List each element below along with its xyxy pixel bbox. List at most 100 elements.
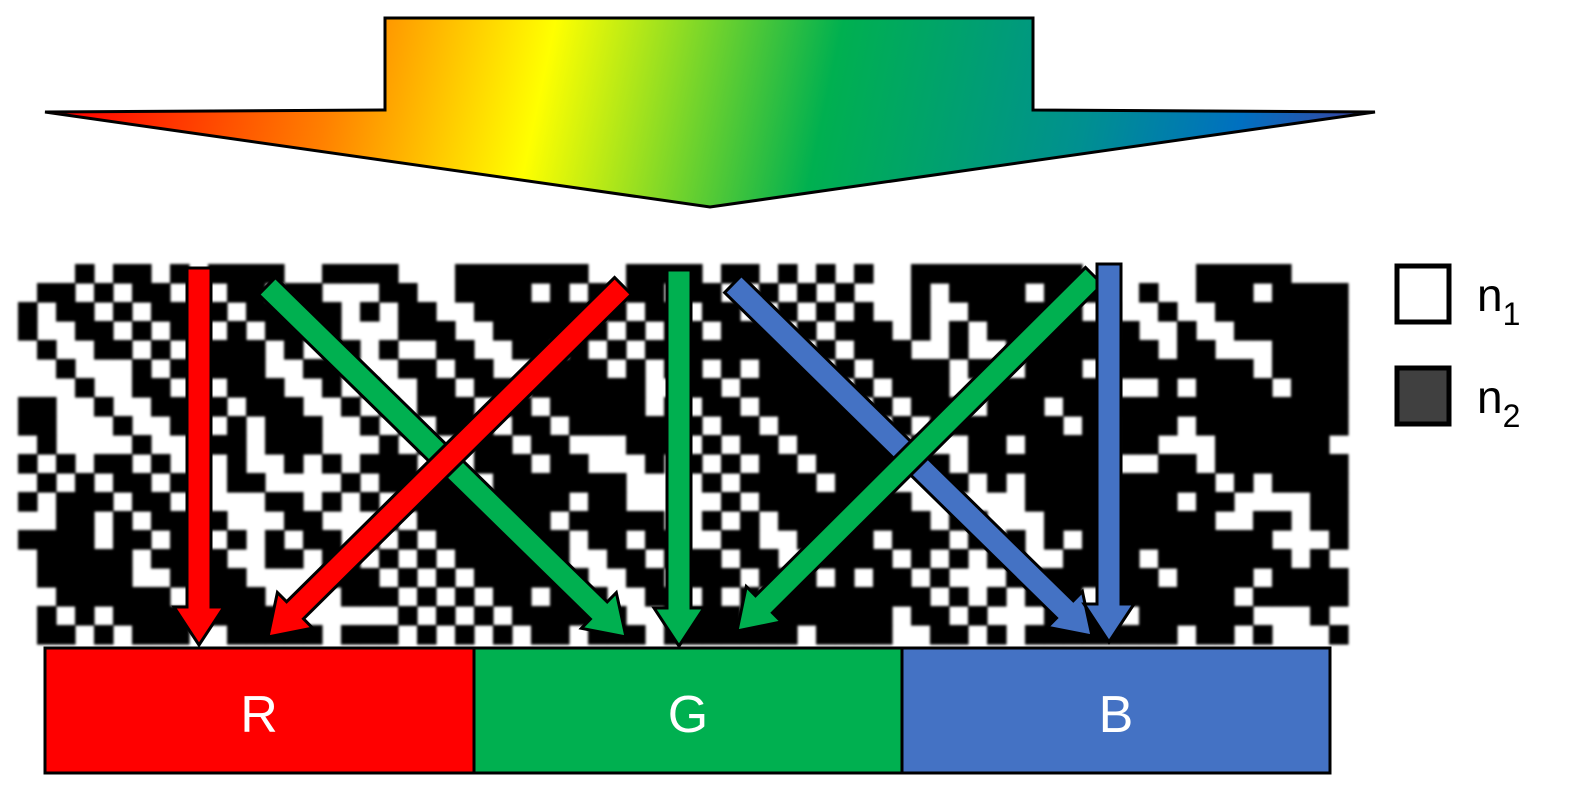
pattern-cell bbox=[37, 530, 57, 550]
pattern-cell bbox=[1044, 340, 1064, 360]
pattern-cell bbox=[1215, 492, 1235, 512]
pattern-cell bbox=[151, 625, 171, 645]
pattern-cell bbox=[151, 378, 171, 398]
pattern-cell bbox=[75, 530, 95, 550]
legend-label-n1: n1 bbox=[1477, 269, 1520, 332]
pattern-cell bbox=[56, 302, 76, 322]
pattern-cell bbox=[1120, 473, 1140, 493]
pattern-cell bbox=[512, 416, 532, 436]
pattern-cell bbox=[835, 568, 855, 588]
pattern-cell bbox=[341, 473, 361, 493]
pattern-cell bbox=[1272, 416, 1292, 436]
pattern-cell bbox=[1310, 416, 1330, 436]
pattern-cell bbox=[1291, 416, 1311, 436]
pattern-cell bbox=[873, 568, 893, 588]
pattern-cell bbox=[569, 359, 589, 379]
pattern-cell bbox=[1196, 340, 1216, 360]
pattern-cell bbox=[1291, 454, 1311, 474]
pattern-cell bbox=[246, 340, 266, 360]
pattern-cell bbox=[37, 549, 57, 569]
pattern-cell bbox=[284, 340, 304, 360]
pattern-cell bbox=[75, 511, 95, 531]
pattern-cell bbox=[645, 416, 665, 436]
pattern-cell bbox=[911, 606, 931, 626]
pattern-cell bbox=[493, 302, 513, 322]
pattern-cell bbox=[75, 549, 95, 569]
pattern-cell bbox=[455, 549, 475, 569]
pattern-cell bbox=[1120, 568, 1140, 588]
pattern-cell bbox=[797, 435, 817, 455]
pattern-cell bbox=[626, 511, 646, 531]
pattern-cell bbox=[227, 473, 247, 493]
pattern-cell bbox=[702, 397, 722, 417]
pattern-cell bbox=[987, 302, 1007, 322]
pattern-cell bbox=[569, 397, 589, 417]
pattern-cell bbox=[1196, 397, 1216, 417]
pattern-cell bbox=[778, 454, 798, 474]
pattern-cell bbox=[1044, 511, 1064, 531]
pattern-cell bbox=[1253, 435, 1273, 455]
pattern-cell bbox=[854, 435, 874, 455]
pattern-cell bbox=[455, 359, 475, 379]
pattern-cell bbox=[835, 549, 855, 569]
pattern-cell bbox=[1253, 264, 1273, 284]
pattern-cell bbox=[531, 302, 551, 322]
pattern-cell bbox=[987, 283, 1007, 303]
pattern-cell bbox=[493, 283, 513, 303]
pattern-cell bbox=[1310, 321, 1330, 341]
pattern-cell bbox=[170, 416, 190, 436]
pattern-cell bbox=[1025, 264, 1045, 284]
pattern-cell bbox=[1063, 511, 1083, 531]
pattern-cell bbox=[436, 568, 456, 588]
pattern-cell bbox=[417, 359, 437, 379]
pattern-cell bbox=[968, 435, 988, 455]
pattern-cell bbox=[911, 264, 931, 284]
pattern-cell bbox=[1215, 549, 1235, 569]
pattern-cell bbox=[113, 606, 133, 626]
pattern-cell bbox=[113, 568, 133, 588]
pattern-cell bbox=[56, 511, 76, 531]
pattern-cell bbox=[721, 397, 741, 417]
pattern-cell bbox=[1329, 416, 1349, 436]
pattern-cell bbox=[1006, 283, 1026, 303]
pattern-cell bbox=[911, 511, 931, 531]
pattern-cell bbox=[265, 492, 285, 512]
pattern-cell bbox=[968, 454, 988, 474]
pattern-cell bbox=[816, 416, 836, 436]
pattern-cell bbox=[18, 302, 38, 322]
pattern-cell bbox=[1139, 606, 1159, 626]
pattern-cell bbox=[531, 492, 551, 512]
pattern-cell bbox=[930, 530, 950, 550]
pattern-cell bbox=[151, 302, 171, 322]
pattern-cell bbox=[208, 359, 228, 379]
pattern-cell bbox=[417, 302, 437, 322]
pattern-cell bbox=[37, 606, 57, 626]
pattern-cell bbox=[56, 359, 76, 379]
pattern-cell bbox=[227, 625, 247, 645]
pattern-cell bbox=[1044, 473, 1064, 493]
pattern-cell bbox=[778, 264, 798, 284]
pattern-cell bbox=[75, 264, 95, 284]
pattern-cell bbox=[436, 530, 456, 550]
pattern-cell bbox=[531, 321, 551, 341]
pattern-cell bbox=[930, 264, 950, 284]
pattern-cell bbox=[778, 359, 798, 379]
pattern-cell bbox=[56, 454, 76, 474]
pattern-cell bbox=[626, 568, 646, 588]
pattern-cell bbox=[1120, 530, 1140, 550]
pattern-cell bbox=[854, 549, 874, 569]
pattern-cell bbox=[987, 397, 1007, 417]
pattern-cell bbox=[949, 587, 969, 607]
pattern-cell bbox=[132, 587, 152, 607]
pattern-cell bbox=[1272, 264, 1292, 284]
pattern-cell bbox=[1310, 378, 1330, 398]
pattern-cell bbox=[1063, 454, 1083, 474]
pattern-cell bbox=[1196, 530, 1216, 550]
pattern-cell bbox=[455, 283, 475, 303]
pattern-cell bbox=[721, 454, 741, 474]
pattern-cell bbox=[1139, 587, 1159, 607]
pattern-cell bbox=[1120, 435, 1140, 455]
pattern-cell bbox=[246, 397, 266, 417]
pattern-cell bbox=[379, 283, 399, 303]
pattern-cell bbox=[37, 568, 57, 588]
